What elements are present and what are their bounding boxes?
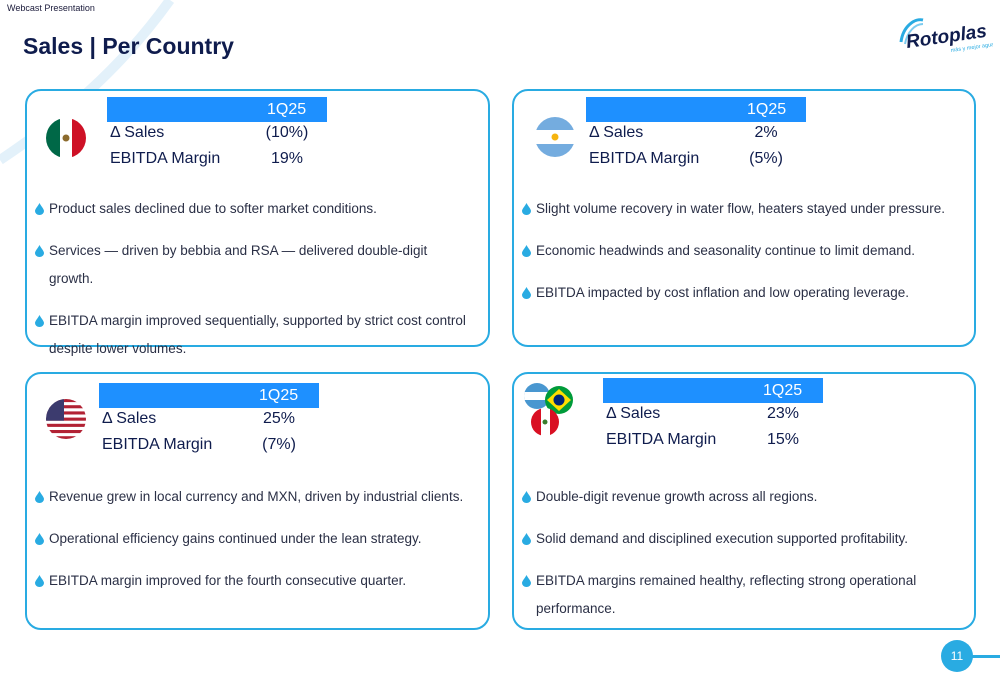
- list-item: Economic headwinds and seasonality conti…: [520, 237, 960, 265]
- kpi-period: 1Q25: [763, 382, 803, 399]
- list-item: EBITDA impacted by cost inflation and lo…: [520, 279, 960, 307]
- kpi-period: 1Q25: [747, 101, 787, 118]
- water-drop-icon: [35, 245, 44, 257]
- ebitda-value: (7%): [262, 436, 296, 453]
- water-drop-icon: [35, 203, 44, 215]
- country-card-mexico: 1Q25 Δ Sales (10%) EBITDA Margin 19% Pro…: [25, 89, 490, 356]
- country-card-others: 1Q25 Δ Sales 23% EBITDA Margin 15% Doubl…: [512, 372, 976, 630]
- argentina-flag-icon: [535, 117, 575, 157]
- sales-value: 25%: [262, 410, 296, 427]
- ebitda-value: (5%): [749, 150, 783, 167]
- ebitda-label: EBITDA Margin: [110, 150, 221, 167]
- sales-value: 23%: [766, 405, 800, 422]
- page-number-line: [972, 655, 1000, 658]
- list-item: Services — driven by bebbia and RSA — de…: [33, 237, 474, 293]
- kpi-period: 1Q25: [259, 387, 299, 404]
- presentation-label: Webcast Presentation: [7, 3, 95, 13]
- ebitda-label: EBITDA Margin: [606, 431, 717, 448]
- bullet-list: Slight volume recovery in water flow, he…: [520, 195, 960, 321]
- country-card-argentina: 1Q25 Δ Sales 2% EBITDA Margin (5%) Sligh…: [512, 89, 976, 347]
- list-item: Operational efficiency gains continued u…: [33, 525, 474, 553]
- water-drop-icon: [522, 203, 531, 215]
- water-drop-icon: [35, 533, 44, 545]
- water-drop-icon: [522, 287, 531, 299]
- sales-row: Δ Sales 2%: [586, 124, 826, 148]
- others-flags-icon: [523, 382, 579, 440]
- ebitda-row: EBITDA Margin 19%: [107, 150, 347, 174]
- list-item: Double-digit revenue growth across all r…: [520, 483, 960, 511]
- rotoplas-logo: Rotoplas más y mejor agua: [893, 12, 995, 60]
- ebitda-value: 15%: [766, 431, 800, 448]
- kpi-header: 1Q25: [107, 97, 327, 122]
- kpi-table: 1Q25 Δ Sales 23% EBITDA Margin 15%: [603, 378, 863, 458]
- kpi-table: 1Q25 Δ Sales 2% EBITDA Margin (5%): [586, 97, 846, 177]
- bullet-list: Revenue grew in local currency and MXN, …: [33, 483, 474, 609]
- list-item: EBITDA margins remained healthy, reflect…: [520, 567, 960, 623]
- sales-value: (10%): [265, 124, 309, 141]
- ebitda-row: EBITDA Margin (7%): [99, 436, 339, 460]
- sales-row: Δ Sales 23%: [603, 405, 843, 429]
- list-item: EBITDA margin improved sequentially, sup…: [33, 307, 474, 363]
- mexico-flag-icon: [46, 118, 86, 158]
- kpi-header: 1Q25: [99, 383, 319, 408]
- bullet-list: Double-digit revenue growth across all r…: [520, 483, 960, 637]
- kpi-header: 1Q25: [603, 378, 823, 403]
- sales-label: Δ Sales: [102, 410, 157, 427]
- sales-label: Δ Sales: [110, 124, 165, 141]
- water-drop-icon: [35, 575, 44, 587]
- water-drop-icon: [522, 533, 531, 545]
- water-drop-icon: [522, 245, 531, 257]
- ebitda-row: EBITDA Margin 15%: [603, 431, 843, 455]
- list-item: Product sales declined due to softer mar…: [33, 195, 474, 223]
- ebitda-label: EBITDA Margin: [102, 436, 213, 453]
- water-drop-icon: [522, 575, 531, 587]
- water-drop-icon: [35, 491, 44, 503]
- kpi-table: 1Q25 Δ Sales 25% EBITDA Margin (7%): [99, 383, 359, 463]
- sales-row: Δ Sales (10%): [107, 124, 347, 148]
- list-item: Revenue grew in local currency and MXN, …: [33, 483, 474, 511]
- page-number: 11: [941, 640, 973, 672]
- list-item: EBITDA margin improved for the fourth co…: [33, 567, 474, 595]
- sales-value: 2%: [754, 124, 778, 141]
- kpi-table: 1Q25 Δ Sales (10%) EBITDA Margin 19%: [107, 97, 367, 177]
- ebitda-label: EBITDA Margin: [589, 150, 700, 167]
- ebitda-value: 19%: [270, 150, 304, 167]
- ebitda-row: EBITDA Margin (5%): [586, 150, 826, 174]
- list-item: Solid demand and disciplined execution s…: [520, 525, 960, 553]
- sales-label: Δ Sales: [589, 124, 644, 141]
- sales-row: Δ Sales 25%: [99, 410, 339, 434]
- list-item: Slight volume recovery in water flow, he…: [520, 195, 960, 223]
- bullet-list: Product sales declined due to softer mar…: [33, 195, 474, 377]
- usa-flag-icon: [46, 399, 86, 439]
- sales-label: Δ Sales: [606, 405, 661, 422]
- country-card-usa: 1Q25 Δ Sales 25% EBITDA Margin (7%) Reve…: [25, 372, 490, 630]
- kpi-header: 1Q25: [586, 97, 806, 122]
- kpi-period: 1Q25: [267, 101, 307, 118]
- water-drop-icon: [522, 491, 531, 503]
- water-drop-icon: [35, 315, 44, 327]
- page-title: Sales | Per Country: [23, 33, 234, 59]
